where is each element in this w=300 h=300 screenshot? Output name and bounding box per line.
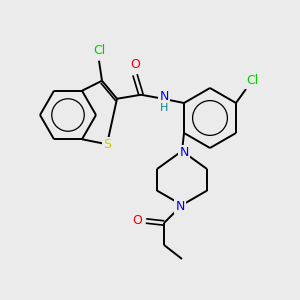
Text: O: O xyxy=(130,58,140,71)
Text: N: N xyxy=(179,146,189,158)
Text: H: H xyxy=(160,103,168,113)
Text: N: N xyxy=(175,200,185,212)
Text: N: N xyxy=(159,90,169,103)
Text: Cl: Cl xyxy=(93,44,105,57)
Text: O: O xyxy=(132,214,142,226)
Text: Cl: Cl xyxy=(246,74,258,88)
Text: S: S xyxy=(103,138,111,151)
